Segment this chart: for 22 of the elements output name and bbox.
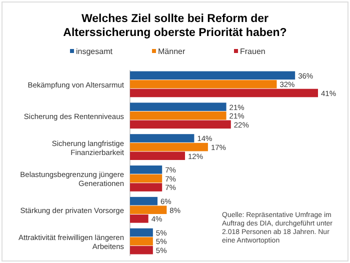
bar xyxy=(130,237,153,246)
bar xyxy=(130,152,186,160)
bar xyxy=(130,71,296,80)
bar xyxy=(130,80,277,88)
legend-label: insgesamt xyxy=(76,47,114,56)
bar xyxy=(130,166,162,174)
bar xyxy=(130,134,194,142)
bar xyxy=(130,183,162,192)
bar xyxy=(130,214,148,223)
bar xyxy=(130,102,226,111)
chart-title: Welches Ziel sollte bei Reform der Alterssicherung oberste Priorität haben? xyxy=(63,13,287,39)
bar xyxy=(130,228,153,237)
bar xyxy=(130,196,158,206)
bar xyxy=(130,142,208,152)
bar xyxy=(130,246,153,254)
legend-label: Frauen xyxy=(240,47,266,56)
legend-label: Männer xyxy=(158,47,186,56)
bar xyxy=(130,206,167,214)
bar xyxy=(130,88,318,98)
bar xyxy=(130,111,226,120)
bar xyxy=(130,120,231,129)
bar xyxy=(130,174,162,183)
